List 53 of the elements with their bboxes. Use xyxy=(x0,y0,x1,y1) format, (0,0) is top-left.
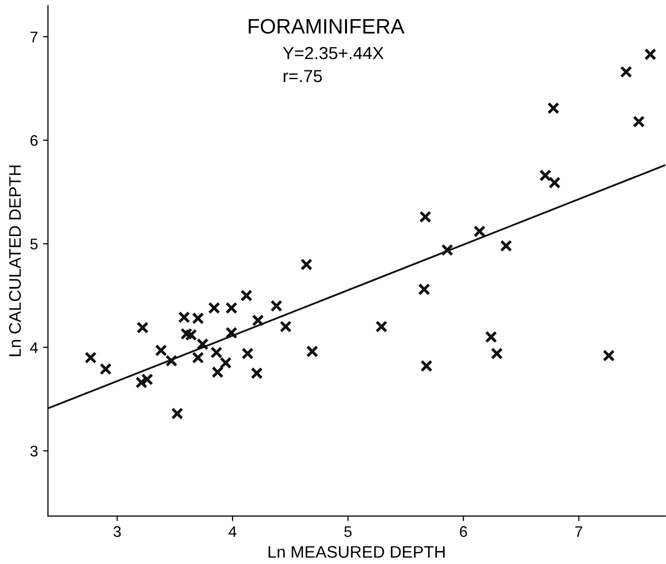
point xyxy=(242,347,254,360)
point xyxy=(208,302,220,314)
point xyxy=(212,366,224,378)
point xyxy=(306,345,318,358)
point xyxy=(196,338,209,350)
point xyxy=(171,408,184,420)
point xyxy=(547,102,560,114)
point xyxy=(192,352,204,364)
point xyxy=(84,352,97,364)
y-tick-label: 4 xyxy=(30,342,38,353)
point xyxy=(240,289,252,302)
point xyxy=(154,344,168,356)
point xyxy=(473,225,486,238)
y-tick-label: 5 xyxy=(30,238,38,250)
x-axis-title: Ln MEASURED DEPTH xyxy=(268,546,445,558)
annotation: r=.75 xyxy=(284,70,322,82)
point xyxy=(441,244,454,256)
x-tick-label: 7 xyxy=(575,526,582,537)
point xyxy=(620,66,632,78)
annotation: Y=2.35+.44X xyxy=(282,46,384,60)
point xyxy=(220,356,232,369)
point xyxy=(136,322,149,334)
point xyxy=(280,320,292,333)
point xyxy=(419,210,432,223)
point xyxy=(100,362,112,376)
y-tick-label: 3 xyxy=(30,446,38,457)
point xyxy=(300,258,312,271)
point xyxy=(420,360,433,372)
point xyxy=(165,354,178,367)
y-tick-label: 6 xyxy=(30,135,38,146)
point xyxy=(225,302,238,314)
x-tick-label: 4 xyxy=(228,526,236,537)
y-axis-title: Ln CALCULATED DEPTH xyxy=(9,166,21,356)
x-tick-label: 3 xyxy=(114,526,121,538)
point xyxy=(250,367,263,380)
y-tick-label: 7 xyxy=(30,32,38,42)
point xyxy=(602,350,615,362)
x-tick-label: 6 xyxy=(460,526,467,538)
x-tick-label: 5 xyxy=(344,526,352,538)
point xyxy=(485,330,498,343)
point xyxy=(270,300,282,312)
point xyxy=(644,48,656,60)
point xyxy=(632,116,645,128)
point xyxy=(418,283,430,296)
point xyxy=(500,240,512,252)
point xyxy=(375,320,388,333)
chart-title: FORAMINIFERA xyxy=(248,18,404,34)
point xyxy=(210,346,222,359)
point xyxy=(225,326,238,339)
point xyxy=(490,347,503,360)
point xyxy=(548,176,561,189)
point xyxy=(539,169,552,182)
point xyxy=(252,314,264,326)
